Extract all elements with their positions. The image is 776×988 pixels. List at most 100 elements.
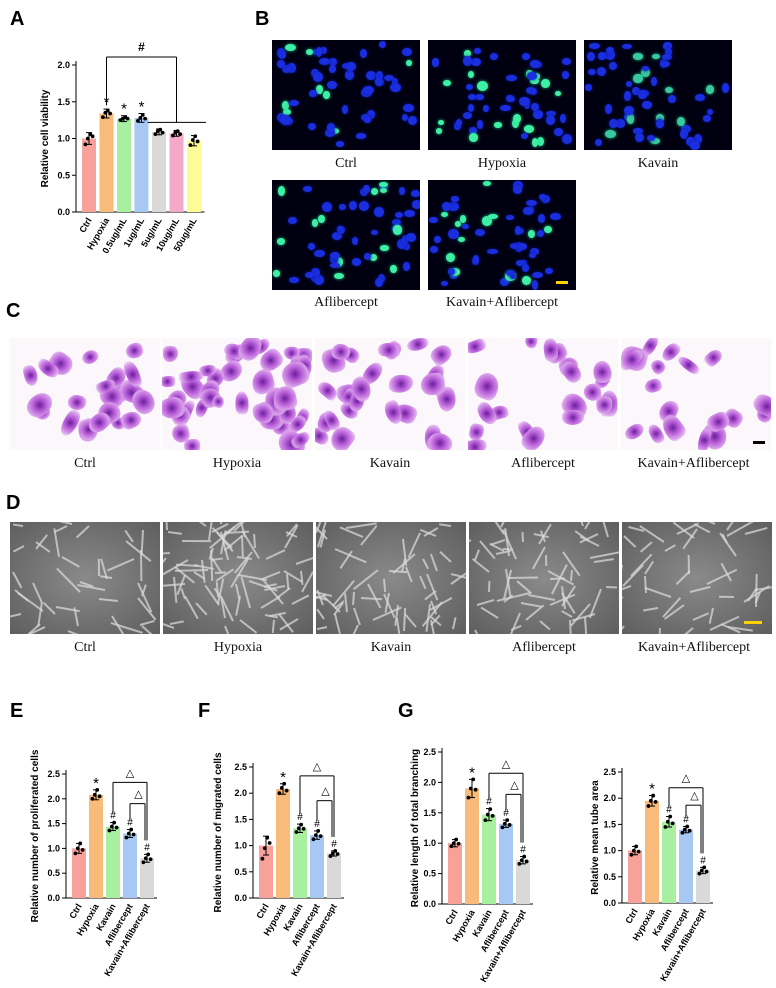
significance-mark: # [520, 845, 526, 856]
cell-nucleus [365, 70, 376, 80]
cell-nucleus [286, 63, 296, 73]
data-point [335, 852, 340, 856]
cell-nucleus [429, 246, 438, 254]
cell-nucleus [405, 233, 416, 242]
data-point [101, 115, 105, 120]
cell-nucleus [588, 68, 596, 75]
bar [117, 118, 131, 212]
cell-nucleus [379, 182, 388, 188]
y-tick-label: 1.5 [603, 819, 616, 829]
cell-nucleus [330, 262, 341, 269]
data-point [73, 851, 78, 856]
bar [72, 848, 86, 898]
y-axis-label: Relative length of total branching [410, 749, 421, 907]
cell-nucleus [625, 81, 632, 88]
cell-nucleus [632, 128, 643, 134]
data-point [687, 828, 692, 833]
cell-nucleus [554, 127, 563, 136]
significance-mark: # [486, 797, 492, 808]
data-point [131, 832, 136, 837]
cell-nucleus [604, 50, 616, 61]
cell-nucleus [543, 225, 552, 234]
cell-nucleus [680, 128, 689, 139]
cell-nucleus [538, 193, 547, 201]
significance-mark: # [144, 842, 150, 853]
cell-nucleus [632, 53, 643, 60]
cell-nucleus [523, 125, 534, 133]
caption-d-aflibercept: Aflibercept [512, 640, 576, 655]
cell-nucleus [313, 275, 324, 286]
bar [448, 843, 462, 904]
data-point [262, 846, 267, 851]
y-tick-label: 0.5 [234, 867, 247, 877]
data-point [328, 854, 333, 858]
data-point [663, 825, 668, 829]
cell-nucleus [309, 89, 317, 98]
cell-nucleus [441, 201, 451, 212]
cell-nucleus [530, 77, 539, 85]
cell-nucleus [329, 252, 340, 260]
cell-nucleus [546, 111, 556, 117]
cell-nucleus [276, 59, 285, 68]
cell-nucleus [656, 119, 664, 128]
data-point [454, 837, 459, 842]
cell-nucleus [329, 254, 338, 264]
data-point [466, 795, 471, 800]
cell-nucleus [513, 185, 523, 194]
data-point [265, 835, 270, 840]
data-point [505, 818, 510, 822]
cell-nucleus [363, 117, 372, 123]
cell-nucleus [523, 207, 534, 215]
y-tick-label: 0.5 [47, 868, 60, 878]
data-point [665, 819, 670, 824]
data-point [685, 824, 690, 829]
cell-nucleus [500, 104, 511, 112]
cell-nucleus [335, 141, 345, 147]
data-point [488, 807, 493, 812]
cell-nucleus [351, 258, 361, 266]
cell-nucleus [323, 91, 330, 100]
cell-nucleus [655, 113, 665, 123]
data-point [267, 841, 272, 845]
data-point [697, 871, 702, 876]
cell-nucleus [288, 99, 300, 106]
y-axis-label: Relative cell viability [40, 89, 51, 187]
data-point [88, 132, 93, 136]
cell-nucleus [374, 207, 384, 217]
data-point [284, 788, 289, 793]
cell-nucleus [366, 109, 375, 120]
cell-nucleus [605, 104, 613, 115]
cell-nucleus [487, 213, 498, 220]
cell-nucleus [642, 101, 653, 109]
y-tick-label: 2.0 [423, 777, 436, 787]
cell-nucleus [390, 264, 397, 273]
caption-b-kavain-aflibercept: Kavain+Aflibercept [445, 295, 559, 310]
cell-nucleus [325, 129, 336, 137]
data-point [294, 830, 299, 834]
caption-c-hypoxia: Hypoxia [212, 456, 262, 471]
scale-bar [744, 621, 762, 624]
data-point [634, 844, 639, 849]
cell-nucleus [562, 70, 569, 79]
cell-nucleus [457, 236, 465, 243]
cell-nucleus [336, 225, 343, 232]
cell-nucleus [549, 212, 561, 221]
significance-mark: * [121, 101, 127, 118]
cell-nucleus [632, 86, 640, 96]
cell-nucleus [624, 91, 631, 101]
cell-nucleus [398, 186, 406, 196]
x-tick-label: Ctrl [443, 908, 459, 926]
bar [516, 860, 530, 904]
cell-nucleus [526, 87, 536, 95]
cell-nucleus [584, 83, 592, 92]
cell-nucleus [466, 84, 473, 91]
caption-c-kavain: Kavain [369, 456, 411, 471]
significance-mark: △ [690, 790, 699, 802]
cell-nucleus [537, 229, 545, 238]
fluorescence-image-aflibercept [272, 180, 420, 290]
y-tick-label: 0.0 [47, 893, 60, 903]
panel-letter-g: G [398, 700, 414, 722]
cell-nucleus [694, 93, 706, 102]
data-point [333, 848, 338, 853]
cell-nucleus [609, 62, 618, 71]
